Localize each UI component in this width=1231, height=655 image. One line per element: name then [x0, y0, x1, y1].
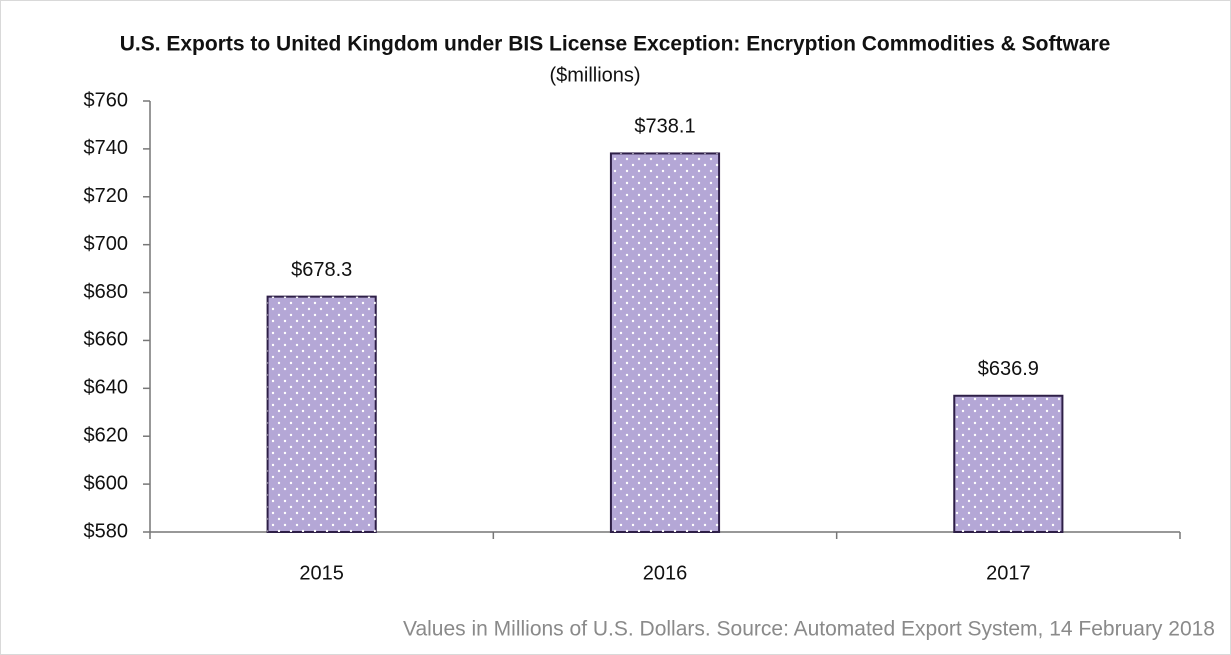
chart-title: U.S. Exports to United Kingdom under BIS…: [120, 33, 1111, 56]
y-tick-label: $660: [84, 329, 129, 351]
bar: [266, 295, 377, 533]
value-label: $678.3: [291, 259, 352, 281]
x-tick-label: 2017: [986, 562, 1031, 584]
y-tick-label: $680: [84, 281, 129, 303]
value-label: $738.1: [634, 116, 695, 138]
y-tick-label: $720: [84, 185, 129, 207]
y-tick-label: $700: [84, 233, 129, 255]
bar-pattern: [267, 296, 376, 532]
y-tick-label: $740: [84, 137, 129, 159]
chart-subtitle: ($millions): [549, 64, 640, 86]
bar-pattern: [954, 395, 1063, 532]
footnote: Values in Millions of U.S. Dollars. Sour…: [403, 618, 1215, 641]
x-tick-label: 2016: [643, 562, 688, 584]
bar-pattern: [610, 153, 720, 532]
y-tick-label: $620: [84, 425, 129, 447]
y-tick-label: $580: [84, 520, 129, 542]
y-tick-label: $640: [84, 377, 129, 399]
y-tick-label: $600: [84, 472, 129, 494]
value-label: $636.9: [978, 358, 1039, 380]
x-tick-label: 2015: [299, 562, 344, 584]
bar: [609, 152, 721, 534]
bar: [953, 394, 1064, 533]
y-tick-label: $760: [84, 89, 129, 111]
